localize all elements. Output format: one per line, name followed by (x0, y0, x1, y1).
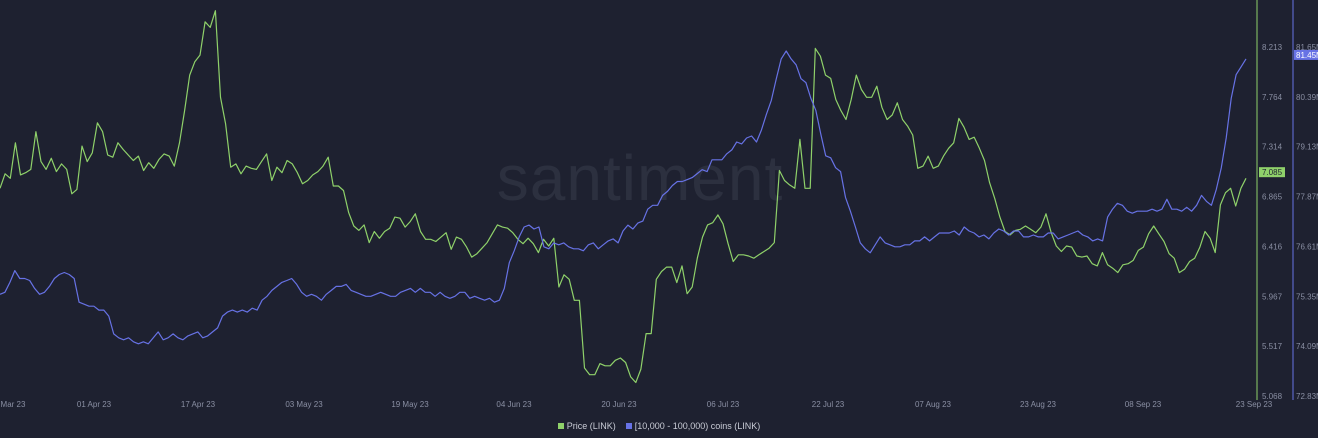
left-tick-label: 7.764 (1262, 93, 1283, 102)
x-tick-label: 22 Jul 23 (812, 400, 845, 409)
right-tick-label: 75.35M (1296, 292, 1318, 301)
x-tick-label: 07 Aug 23 (915, 400, 952, 409)
series-layer (0, 10, 1247, 384)
series-line-0 (0, 10, 1247, 384)
legend-item-price[interactable]: Price (LINK) (557, 421, 616, 431)
left-tick-label: 5.967 (1262, 292, 1283, 301)
left-tick-label: 8.213 (1262, 43, 1283, 52)
x-tick-label: 04 Jun 23 (496, 400, 532, 409)
x-tick-label: 23 Sep 23 (1236, 400, 1273, 409)
legend-swatch-price (557, 423, 564, 429)
x-tick-label: 23 Aug 23 (1020, 400, 1057, 409)
x-tick-label: 19 May 23 (391, 400, 429, 409)
legend-swatch-coins (625, 423, 632, 429)
watermark: santiment (497, 142, 783, 214)
right-current-value: 81.45M (1296, 51, 1318, 60)
right-tick-label: 80.39M (1296, 93, 1318, 102)
left-current-value: 7.085 (1262, 168, 1283, 177)
right-tick-label: 72.83M (1296, 392, 1318, 401)
left-tick-label: 5.068 (1262, 392, 1283, 401)
left-y-axis: 8.213 7.764 7.314 6.865 6.416 5.967 5.517 5.068… (1256, 0, 1285, 401)
right-tick-label: 79.13M (1296, 143, 1318, 152)
x-tick-label: 20 Jun 23 (601, 400, 637, 409)
x-tick-label: 06 Jul 23 (707, 400, 740, 409)
x-tick-label: 03 May 23 (285, 400, 323, 409)
right-y-axis: 81.65M 80.39M 79.13M 77.87M 76.61M 75.35M 74.0… (1292, 0, 1318, 401)
x-tick-label: 17 Apr 23 (181, 400, 216, 409)
legend-label-price: Price (LINK) (566, 421, 616, 431)
right-tick-label: 81.65M (1296, 43, 1318, 52)
legend-label-coins: [10,000 - 100,000) coins (LINK) (634, 421, 761, 431)
x-tick-label: 08 Sep 23 (1125, 400, 1162, 409)
left-tick-label: 6.416 (1262, 242, 1283, 251)
right-tick-label: 76.61M (1296, 242, 1318, 251)
legend: Price (LINK) [10,000 - 100,000) coins (L… (0, 421, 1318, 431)
x-axis: Mar 23 01 Apr 23 17 Apr 23 03 May 23 19 May … (1, 400, 1273, 409)
right-tick-label: 74.09M (1296, 342, 1318, 351)
left-current-badge (1259, 167, 1285, 178)
x-tick-label: Mar 23 (1, 400, 26, 409)
left-tick-label: 6.865 (1262, 193, 1283, 202)
left-tick-label: 7.314 (1262, 143, 1283, 152)
series-line-1 (0, 50, 1247, 345)
left-tick-label: 5.517 (1262, 342, 1283, 351)
legend-item-coins[interactable]: [10,000 - 100,000) coins (LINK) (625, 421, 761, 431)
right-tick-label: 77.87M (1296, 193, 1318, 202)
right-current-badge (1294, 49, 1318, 60)
x-tick-label: 01 Apr 23 (77, 400, 112, 409)
